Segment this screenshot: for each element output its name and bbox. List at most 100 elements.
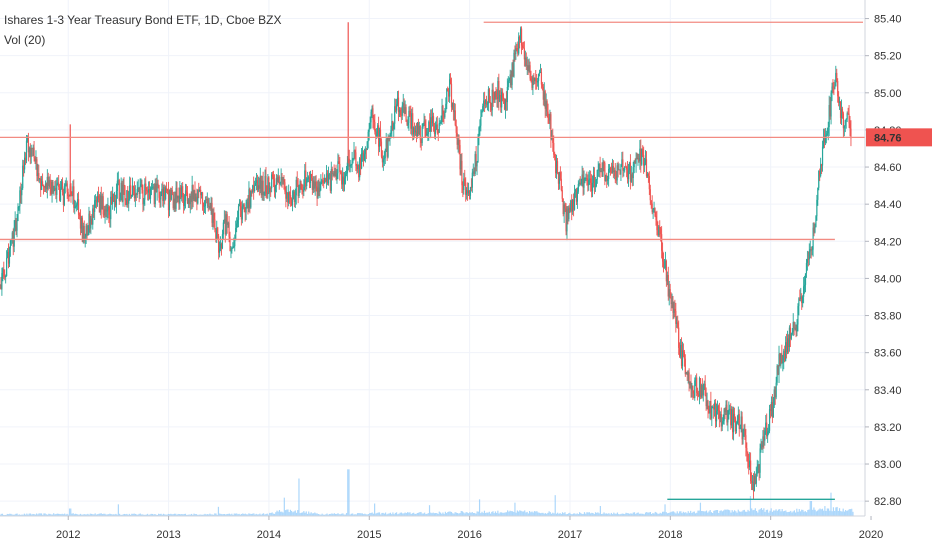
candle-body [610,171,613,173]
candle-body [397,97,400,113]
candle-body [846,113,848,120]
candle-body [838,96,840,103]
candle-body [182,186,184,196]
volume-bar [631,513,633,516]
candle-body [285,191,287,199]
candle-body [392,121,394,130]
candle-body [381,156,384,163]
volume-bar [596,512,598,516]
candle-body [556,161,559,173]
volume-bar [796,508,798,516]
candle-body [308,177,311,184]
candle-body [78,214,81,216]
volume-bar [110,514,112,516]
volume-bar [197,514,199,516]
volume-bar [779,509,781,516]
candle-body [264,176,266,192]
volume-bar [851,508,853,516]
candle-body [557,172,560,184]
volume-bar [465,512,467,516]
candle-body [609,168,612,172]
volume-bar [605,513,608,516]
candle-body [26,137,29,141]
candle-body [783,350,785,362]
volume-bar [762,509,764,516]
candle-body [576,191,578,202]
candle-body [373,119,375,123]
candle-body [371,108,373,112]
candle-body [387,137,389,157]
candle-body [22,165,24,189]
volume-bar [470,512,472,516]
volume-bar [17,514,19,516]
candle-body [33,147,35,159]
volume-bar [747,509,749,516]
candle-body [604,163,606,182]
candle-body [365,149,367,151]
candle-body [295,179,297,196]
volume-bar [702,511,704,516]
volume-bar [302,512,304,516]
candle-body [4,276,6,278]
volume-bar [160,513,162,516]
volume-bar [66,513,68,516]
candle-body [75,205,77,208]
candle-body [606,175,608,181]
candle-body [479,125,481,128]
volume-bar [55,513,57,516]
candle-body [89,213,91,229]
candle-body [634,160,636,164]
candle-body [382,159,384,163]
candle-body [742,429,744,440]
candle-body [453,110,455,112]
volume-bar [572,513,575,516]
volume-bar [25,514,27,516]
candle-body [276,177,278,182]
volume-bar [40,513,43,516]
volume-bar [97,514,99,516]
candle-body [728,409,730,411]
volume-bar [95,514,98,516]
volume-bar [676,511,678,516]
candle-body [647,173,649,177]
candle-body [173,198,175,209]
volume-bar [108,514,110,516]
candle-body [372,108,374,120]
volume-bar [710,512,713,516]
candle-body [62,191,65,205]
volume-bar [823,510,825,516]
candle-body [543,91,545,100]
candle-body [486,103,489,105]
candle-body [229,236,231,252]
volume-bar [715,510,717,516]
volume-bar [599,506,601,516]
candle-body [194,190,196,202]
candle-body [658,226,660,236]
volume-bar [461,511,464,516]
candle-body [228,222,230,237]
candle-body [139,185,141,194]
candle-body [482,106,484,111]
volume-bar [675,513,677,516]
volume-bar [730,512,732,516]
volume-bar [687,511,689,516]
volume-bar [354,514,356,516]
volume-bar [183,513,185,516]
volume-bar [60,514,62,516]
candle-body [703,383,705,385]
volume-bar [754,508,756,516]
volume-bar [139,513,141,516]
volume-bar [322,514,324,516]
volume-bar [43,513,45,516]
volume-bar [807,509,809,516]
volume-bar [203,514,205,516]
volume-bar [260,514,262,516]
volume-bar [100,513,102,516]
volume-bar [781,509,783,516]
candle-body [738,414,740,430]
candle-body [400,114,402,116]
candle-body [349,164,351,167]
candle-body [704,383,706,396]
volume-bar [171,514,173,516]
